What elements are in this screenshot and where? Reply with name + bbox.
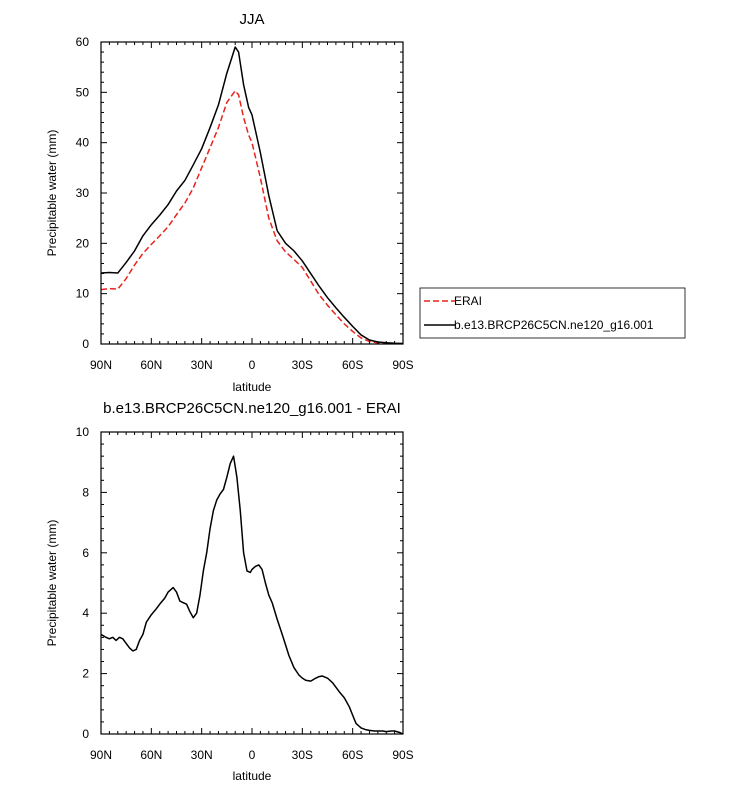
x-tick-label: 30N bbox=[191, 358, 213, 372]
plot-frame bbox=[100, 431, 404, 735]
x-tick-label: 90N bbox=[90, 358, 112, 372]
x-tick-label: 30N bbox=[191, 748, 213, 762]
x-tick-label: 60N bbox=[140, 358, 162, 372]
y-tick-label: 50 bbox=[76, 85, 90, 99]
x-tick-label: 0 bbox=[249, 748, 256, 762]
x-tick-label: 90S bbox=[392, 358, 413, 372]
precipitable-water-chart: JJA 90N 60N 30N 0 30S 60S 90S 0 10 20 30 40 50 60 Pre… bbox=[45, 11, 686, 394]
y-axis-label: Precipitable water (mm) bbox=[45, 520, 59, 647]
y-tick-label: 40 bbox=[76, 136, 90, 150]
x-tick-label: 60N bbox=[140, 748, 162, 762]
chart-title: b.e13.BRCP26C5CN.ne120_g16.001 - ERAI bbox=[103, 400, 401, 417]
y-tick-label: 10 bbox=[76, 287, 90, 301]
y-tick-label: 2 bbox=[82, 667, 89, 681]
legend-label-erai: ERAI bbox=[454, 294, 482, 308]
axis-ticks: 90N 60N 30N 0 30S 60S 90S 0 10 20 30 40 50 60 bbox=[76, 35, 414, 372]
axis-ticks: 90N 60N 30N 0 30S 60S 90S 0 2 4 6 8 10 bbox=[76, 425, 414, 762]
x-tick-label: 30S bbox=[292, 358, 313, 372]
difference-chart: b.e13.BRCP26C5CN.ne120_g16.001 - ERAI 90… bbox=[45, 400, 414, 783]
y-tick-label: 8 bbox=[82, 485, 89, 499]
x-tick-label: 90S bbox=[392, 748, 413, 762]
chart-marks bbox=[100, 455, 404, 735]
x-tick-label: 30S bbox=[292, 748, 313, 762]
chart-marks bbox=[100, 46, 404, 345]
legend-label-model: b.e13.BRCP26C5CN.ne120_g16.001 bbox=[454, 318, 654, 332]
series-line-0 bbox=[100, 455, 404, 735]
y-tick-label: 6 bbox=[82, 546, 89, 560]
y-tick-label: 4 bbox=[82, 606, 89, 620]
x-tick-label: 0 bbox=[249, 358, 256, 372]
y-tick-label: 0 bbox=[82, 337, 89, 351]
x-tick-label: 90N bbox=[90, 748, 112, 762]
y-tick-label: 30 bbox=[76, 186, 90, 200]
x-axis-label: latitude bbox=[233, 769, 272, 783]
y-tick-label: 20 bbox=[76, 236, 90, 250]
plot-frame bbox=[100, 41, 404, 345]
series-line-1 bbox=[100, 46, 404, 345]
y-tick-label: 10 bbox=[76, 425, 90, 439]
y-axis-label: Precipitable water (mm) bbox=[45, 130, 59, 257]
x-axis-label: latitude bbox=[233, 380, 272, 394]
chart-legend: ERAI b.e13.BRCP26C5CN.ne120_g16.001 bbox=[419, 287, 686, 339]
legend-box bbox=[419, 287, 686, 339]
chart-title: JJA bbox=[239, 11, 264, 28]
y-tick-label: 0 bbox=[82, 727, 89, 741]
x-tick-label: 60S bbox=[342, 748, 363, 762]
y-tick-label: 60 bbox=[76, 35, 90, 49]
series-line-0 bbox=[100, 90, 404, 345]
x-tick-label: 60S bbox=[342, 358, 363, 372]
